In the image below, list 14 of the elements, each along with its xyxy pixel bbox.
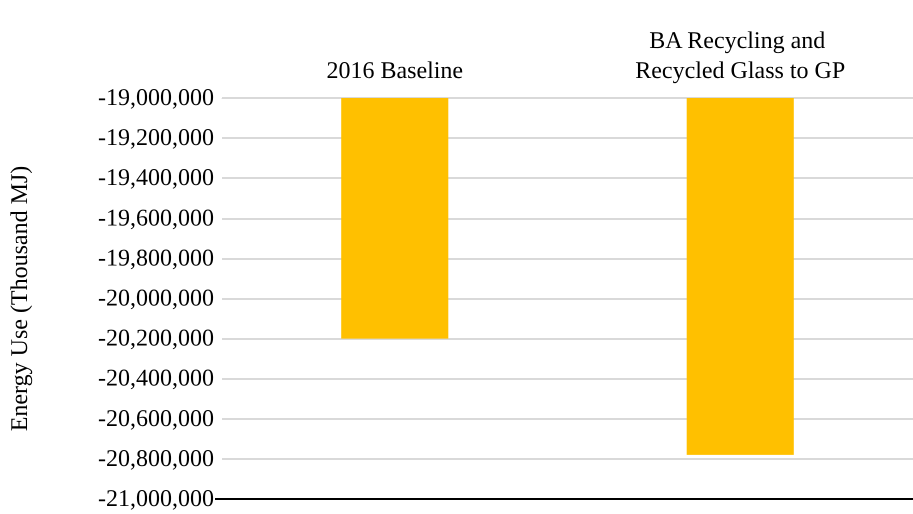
y-tick-label: -19,600,000: [98, 205, 214, 232]
y-tick-label: -20,000,000: [98, 286, 214, 312]
x-tick-label: BA Recycling and Recycled Glass to GP: [635, 28, 846, 84]
y-tick-label: -20,200,000: [98, 326, 214, 352]
y-tick-label: -21,000,000: [98, 486, 214, 512]
x-tick-label: 2016 Baseline: [326, 58, 464, 84]
y-tick-label: -19,000,000: [98, 85, 214, 111]
y-axis-title: Energy Use (Thousand MJ): [7, 166, 33, 432]
y-tick-label: -20,400,000: [98, 366, 214, 392]
y-tick-label: -19,400,000: [98, 165, 214, 192]
y-tick-label: -20,600,000: [98, 406, 214, 432]
y-tick-label: -19,800,000: [98, 245, 214, 272]
y-tick-label: -19,200,000: [98, 125, 214, 152]
y-tick-label: -20,800,000: [98, 446, 214, 472]
